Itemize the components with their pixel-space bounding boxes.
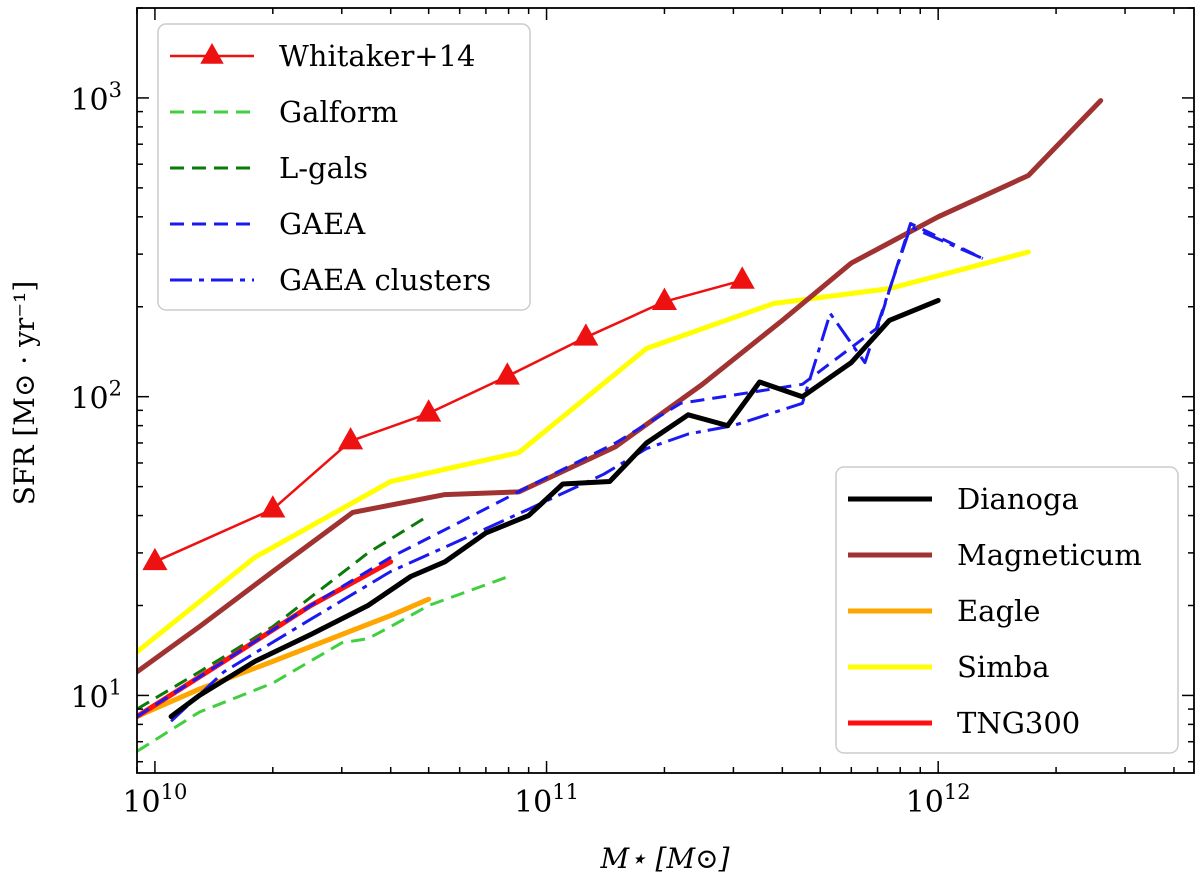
y-tick-label: 101 [70,675,122,715]
series-line-l-gals [137,514,430,711]
series-line-whitaker-14 [153,279,744,564]
x-tick-label: 1010 [122,780,187,820]
data-point-whitaker-14 [260,495,286,518]
legend-top-left-box [157,23,531,311]
legend-bottom-right: Dianoga Magneticum Eagle Simba TNG300 [835,466,1179,754]
y-tick-label: 102 [70,377,122,417]
series-line-magneticum [137,98,1104,675]
series-layer [137,98,1104,753]
legend-label-dianoga: Dianoga [957,482,1079,516]
series-line-eagle [137,596,432,719]
y-axis-label: SFR [M⊙ · yr⁻¹] [8,281,41,505]
data-point-whitaker-14 [729,266,755,289]
x-tick-label: 1012 [906,780,971,820]
legend-top-left: Whitaker+14 Galform L-gals GAEA GAEA cluster… [157,23,531,311]
ticks-layer: 1010 1011 1012 101 102 103 [70,7,1194,820]
y-tick-label: 103 [70,78,122,118]
series-line-dianoga [168,297,941,719]
data-point-whitaker-14 [494,362,520,385]
series-line-gaea-clusters [170,225,984,723]
legend-marker-whitaker-14 [200,43,224,64]
legend-label-l-gals: L-gals [279,151,368,185]
x-tick-label: 1011 [514,780,579,820]
legend-label-gaea: GAEA [279,207,366,241]
legend-label-eagle: Eagle [957,594,1040,628]
legend-label-magneticum: Magneticum [957,538,1142,572]
legend-label-galform: Galform [279,95,398,129]
data-point-whitaker-14 [651,287,677,310]
legend-label-tng300: TNG300 [957,706,1080,740]
data-point-whitaker-14 [142,547,168,571]
legend-bottom-right-box [835,466,1179,754]
legend-label-gaea-clusters: GAEA clusters [279,263,491,297]
data-point-whitaker-14 [573,323,599,346]
series-line-simba [137,249,1031,655]
legend-label-simba: Simba [957,650,1050,684]
legend-label-whitaker-14: Whitaker+14 [279,39,476,73]
x-axis-label: M⋆ [M⊙] [599,842,729,875]
data-point-whitaker-14 [338,427,364,450]
plot-frame [136,7,1195,774]
series-line-galform [137,575,510,753]
data-point-whitaker-14 [416,399,442,422]
